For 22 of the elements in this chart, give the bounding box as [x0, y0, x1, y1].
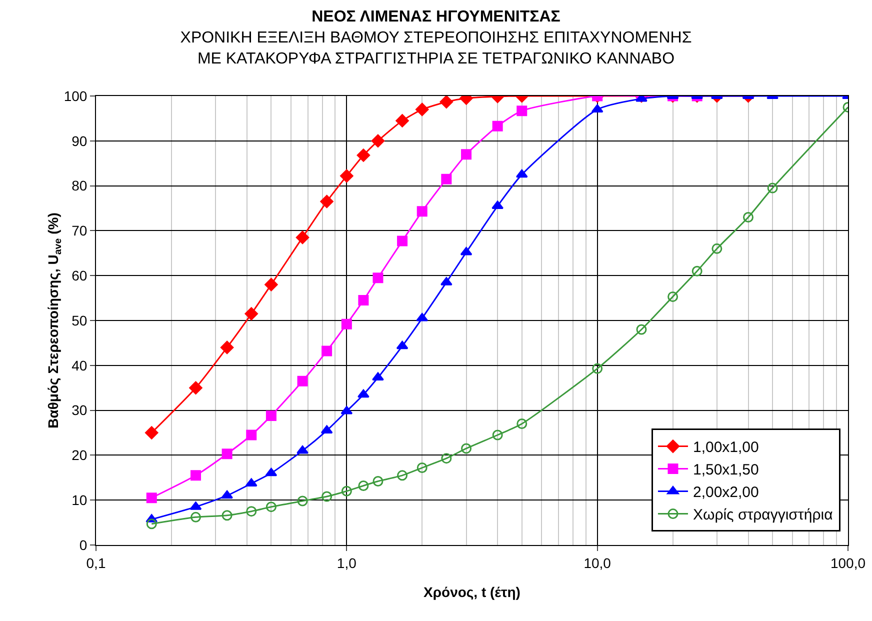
y-tick-label: 50	[72, 312, 88, 328]
y-tick-label: 20	[72, 447, 88, 464]
y-tick-label: 60	[72, 268, 88, 284]
chart-title: ΝΕΟΣ ΛΙΜΕΝΑΣ ΗΓΟΥΜΕΝΙΤΣΑΣ	[312, 8, 561, 26]
x-tick-label: 0,1	[86, 554, 106, 571]
legend-label: 1,00x1,00	[692, 439, 759, 456]
legend-label: Χωρίς στραγγιστήρια	[692, 506, 834, 524]
legend-label: 1,50x1,50	[692, 462, 759, 479]
y-tick-label: 90	[72, 132, 88, 149]
x-tick-label: 1,0	[336, 554, 357, 571]
y-tick-label: 30	[72, 402, 88, 418]
y-tick-label: 40	[72, 357, 88, 374]
x-tick-label: 100,0	[830, 554, 866, 571]
chart-subtitle: ΧΡΟΝΙΚΗ ΕΞΕΛΙΞΗ ΒΑΘΜΟΥ ΣΤΕΡΕΟΠΟΙΗΣΗΣ ΕΠΙΤΑΧΥΝΟΜΕΝΗΣ ΜΕ ΚΑΤΑΚΟΡΥΦΑ ΣΤΡΑΓΓΙΣΤΗΡΙΑ ΣΕ ΤΕΤΡΑΓΩΝΙΚΟ ΚΑΝΝΑΒΟ	[180, 30, 692, 68]
y-tick-label: 100	[64, 88, 88, 104]
y-tick-label: 10	[72, 492, 88, 508]
y-tick-label: 70	[72, 222, 88, 239]
x-tick-label: 10,0	[584, 554, 612, 571]
y-tick-label: 80	[72, 178, 88, 194]
x-axis-title: Χρόνος, t (έτη)	[424, 584, 520, 600]
legend-label: 2,00x2,00	[692, 484, 759, 502]
y-tick-label: 0	[79, 536, 88, 553]
